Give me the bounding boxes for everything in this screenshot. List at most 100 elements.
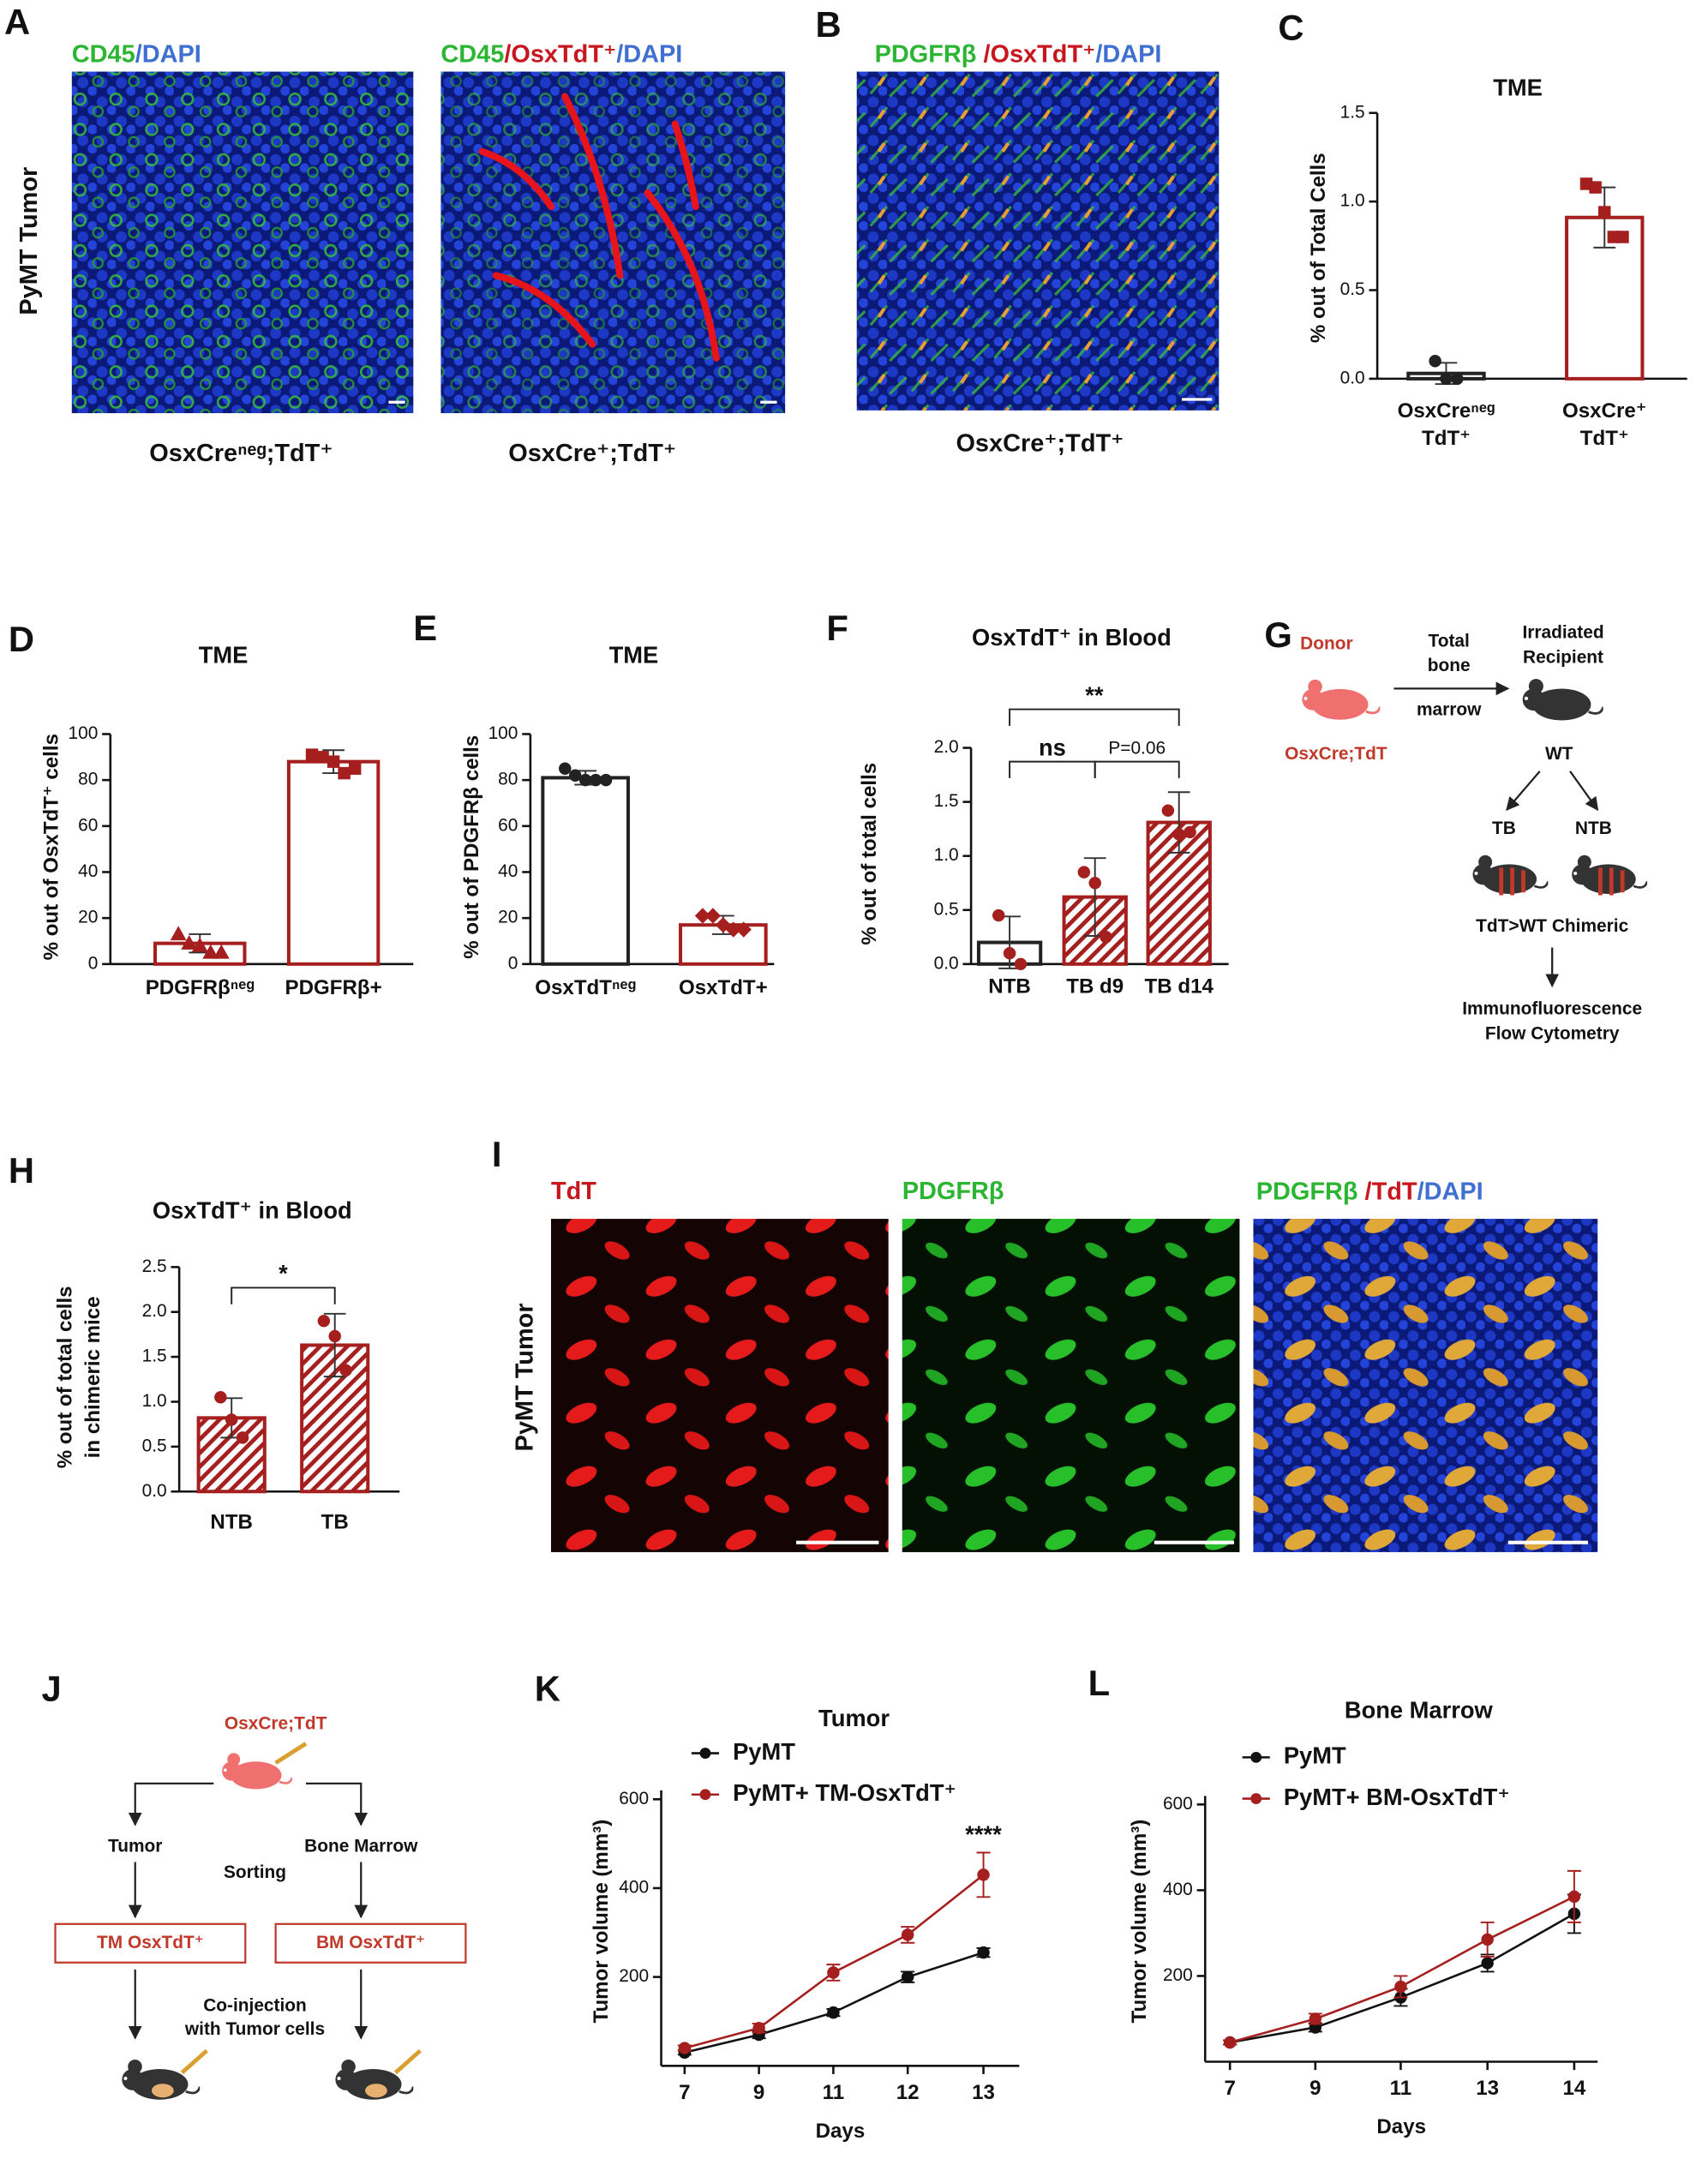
series-line [1229,1895,1575,2044]
strain-label: WT [1545,744,1573,764]
x-tick-label: 9 [1309,2077,1321,2100]
y-axis-label-group: % out of Total Cells [1307,153,1330,343]
panel-letter: L [1088,1663,1111,1703]
y-axis-label: % out of OsxTdT⁺ cells [40,734,63,960]
x-tick-label: TB d9 [1066,975,1124,998]
stain: TdT [1372,1178,1417,1205]
y-tick-label: 0.0 [1340,368,1365,387]
data-point [181,934,198,950]
micrograph [550,1219,889,1552]
y-axis-label: % out of total cells [858,763,881,945]
data-point [1429,354,1441,368]
x-tick-label: 7 [679,2081,690,2104]
stain: OsxTdT⁺ [990,40,1095,68]
data-point [1088,876,1101,890]
legend-marker [699,1789,711,1801]
population-label: BM OsxTdT⁺ [316,1933,425,1952]
data-point [752,2022,765,2035]
donor-label: Donor [1300,634,1352,654]
data-point [1309,2012,1322,2025]
stain: / [976,40,990,68]
data-point [191,937,208,952]
panel-letter: A [4,2,30,42]
group-label: TB [1492,819,1516,838]
x-axis-label: Days [1376,2115,1426,2138]
micrograph-overlay [1253,1219,1598,1552]
y-tick-label: 400 [619,1877,649,1897]
chart-title: TME [199,642,249,669]
strain-label: OsxCre;TdT [225,1713,327,1733]
syringe [180,2048,422,2075]
arrow [1569,771,1599,812]
data-point [678,2042,692,2054]
y-axis-label-group: % out of PDGFRβ cells [460,735,483,959]
arrow [305,1782,369,1826]
transfer-label: bone [1428,656,1471,675]
x-tick-label: OsxCreⁿᵉᵍ [1398,399,1495,423]
stain-label: PDGFRβ /OsxTdT⁺/DAPI [875,40,1162,68]
x-tick-label: OsxTdT+ [679,976,768,999]
data-point [827,2006,840,2019]
legend-label: PyMT [1284,1742,1346,1769]
y-axis-label: % out of total cells [54,1286,77,1468]
data-point [704,908,722,924]
significance-bracket [1009,708,1180,726]
data-point [725,921,741,938]
data-point [1451,372,1464,386]
micrograph-overlay [71,71,414,414]
y-axis-label-group: % out of total cells in chimeric mice [54,1286,105,1468]
data-point [1616,231,1629,243]
data-point [568,769,582,782]
panel-letter: I [492,1134,502,1174]
chart-title: Bone Marrow [1345,1697,1494,1724]
data-point [1394,1980,1407,1994]
y-tick-label: 2.0 [142,1301,167,1321]
x-tick-label: TdT⁺ [1422,427,1471,450]
y-tick-label: 0.5 [142,1436,167,1455]
x-tick-label: 13 [1476,2077,1499,2100]
stain-label: PDGFRβ /TdT/DAPI [1256,1178,1483,1205]
significance-bracket [231,1286,336,1304]
data-point [901,1970,914,1983]
significance-label: ** [1085,681,1104,708]
y-tick-label: 0.0 [934,953,959,973]
x-tick-label: NTB [210,1511,253,1534]
data-point [1481,1933,1494,1946]
data-point [827,1966,840,1979]
x-tick-label: OsxCre⁺ [1562,399,1646,423]
stain: / [504,40,511,68]
stain: OsxTdT⁺ [511,40,616,68]
x-tick-label: TdT⁺ [1580,427,1629,450]
data-point [327,755,340,768]
x-tick-label: 11 [823,2081,844,2104]
strain-label: OsxCre;TdT [1285,744,1387,764]
data-point [305,748,319,761]
stain: /DAPI [1095,40,1161,68]
panel-letter: B [816,4,842,45]
x-tick-label: NTB [988,975,1031,998]
readout-label: Flow Cytometry [1485,1023,1620,1043]
arrow [1506,771,1541,812]
data-point [236,1431,249,1444]
recipient-label: Irradiated [1522,623,1603,643]
y-tick-label: 0 [508,953,518,973]
significance-bracket [1094,760,1180,778]
legend-marker [1250,1751,1262,1763]
y-tick-label: 600 [1163,1794,1193,1814]
x-tick-label: 12 [896,2081,920,2104]
channel-label: PDGFRβ [902,1178,1004,1205]
chart-title: Tumor [818,1705,890,1731]
legend-marker [699,1748,711,1759]
y-tick-label: 0.0 [142,1481,167,1501]
significance-label: * [279,1260,288,1286]
data-point [1100,931,1112,944]
y-tick-label: 0.5 [934,899,959,919]
stain: PDGFRβ [1256,1178,1358,1205]
y-tick-label: 60 [498,815,518,835]
data-point [977,1946,990,1959]
y-tick-label: 400 [1163,1880,1193,1899]
arrow [128,1782,214,1826]
panel-letter: K [535,1668,560,1708]
y-axis-label: in chimeric mice [81,1296,105,1458]
